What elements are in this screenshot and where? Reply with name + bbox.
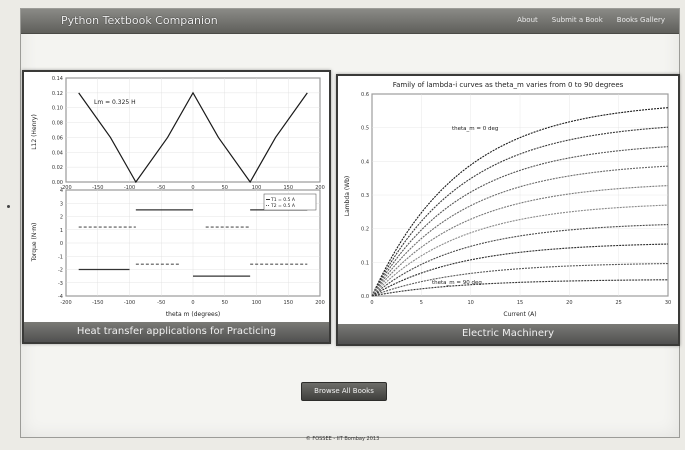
xtick-label: 200 (315, 185, 325, 191)
lambda-i-figure: Family of lambda-i curves as theta_m var… (344, 81, 671, 318)
top-navbar: Python Textbook Companion About Submit a… (21, 9, 679, 34)
xtick-label: 25 (615, 300, 621, 306)
xtick-label: -50 (157, 185, 165, 191)
xtick-label: 15 (517, 300, 523, 306)
ytick-label: 0.06 (52, 135, 63, 141)
xtick-label: -100 (124, 300, 135, 306)
side-marker (7, 205, 10, 208)
xtick-label: -200 (60, 185, 71, 191)
ytick-label: 0.4 (361, 159, 369, 165)
xtick-label: 0 (370, 300, 373, 306)
xtick-label: 200 (315, 300, 325, 306)
annotation-theta-0: theta_m = 0 deg (452, 126, 498, 132)
bottom-plot-xlabel: theta m (degrees) (166, 311, 220, 318)
ytick-label: 0.10 (52, 106, 63, 112)
lambda-i-curve (371, 165, 669, 297)
book-caption-heat-transfer[interactable]: Heat transfer applications for Practicin… (24, 322, 329, 342)
app-title[interactable]: Python Textbook Companion (61, 14, 218, 27)
inductance-curve (78, 91, 308, 184)
book-card-heat-transfer[interactable]: 0.14 0.12 0.10 0.08 0.06 0.04 0.02 0.00 -200 -15… (22, 70, 331, 344)
lambda-i-curve (371, 185, 669, 297)
xtick-label: 100 (252, 300, 262, 306)
bottom-plot-ylabel: Torque (N·m) (31, 223, 38, 263)
lambda-i-curve (371, 279, 669, 297)
ytick-label: 0.04 (52, 150, 63, 156)
xtick-label: -200 (60, 300, 71, 306)
lambda-i-curve (371, 107, 669, 297)
ytick-label: -4 (58, 294, 63, 300)
legend-entry-2: T2 = 0.5 A (270, 203, 296, 209)
right-plot-yticks: 0.6 0.5 0.4 0.3 0.2 0.1 0.0 (361, 92, 369, 300)
legend-entry-1: T1 = 0.5 A (270, 197, 296, 203)
torque-inductance-figure: 0.140.120.100.080.060.040.020.00 -200 -15… (31, 76, 325, 318)
book-caption-electric-machinery[interactable]: Electric Machinery (338, 324, 678, 344)
top-plot-grid (65, 77, 321, 183)
top-plot-ylabel: L12 (Henry) (31, 114, 38, 150)
bottom-plot-grid (65, 189, 321, 297)
lambda-i-curve (371, 146, 669, 297)
ytick-label: 0.08 (52, 121, 63, 127)
lambda-i-curve (371, 262, 669, 297)
bottom-plot-legend (263, 193, 317, 211)
ytick-label: 0.5 (361, 126, 369, 132)
xtick-label: 150 (283, 300, 293, 306)
annotation-theta-90: theta_m = 90 deg (432, 280, 482, 286)
xtick-label: -100 (124, 185, 135, 191)
right-plot-ylabel: Lambda (Wb) (344, 176, 351, 217)
xtick-label: 100 (252, 185, 262, 191)
xtick-label: 0 (191, 185, 194, 191)
right-plot-xlabel: Current (A) (503, 311, 536, 318)
lambda-i-curve (371, 224, 669, 297)
torque-segments (78, 209, 308, 277)
xtick-label: -150 (92, 185, 103, 191)
nav-link-books-gallery[interactable]: Books Gallery (616, 16, 665, 24)
book-card-electric-machinery[interactable]: Family of lambda-i curves as theta_m var… (336, 74, 680, 346)
ytick-label: 0.00 (52, 180, 63, 186)
xtick-label: -150 (92, 300, 103, 306)
ytick-label: 3 (60, 201, 63, 207)
lambda-i-curve (371, 204, 669, 297)
ytick-label: 0.12 (52, 91, 63, 97)
footer-copyright: © FOSSEE - IIT Bombay 2013 (305, 436, 380, 442)
xtick-label: 50 (222, 300, 228, 306)
nav-link-submit-book[interactable]: Submit a Book (551, 16, 603, 24)
ytick-label: 1 (60, 228, 63, 234)
lm-annotation: Lm = 0.325 H (94, 99, 136, 106)
xtick-label: 20 (566, 300, 572, 306)
ytick-label: 4 (60, 188, 63, 194)
ytick-label: 0.0 (361, 294, 369, 300)
ytick-label: 0.2 (361, 227, 369, 233)
right-plot-xticks: 0 5 10 15 20 25 30 (370, 300, 671, 306)
ytick-label: -2 (58, 268, 63, 274)
ytick-label: 0.1 (361, 260, 369, 266)
ytick-label: 0.14 (52, 76, 63, 82)
lambda-i-curves (371, 107, 669, 297)
ytick-label: 0.6 (361, 92, 369, 98)
ytick-label: -1 (58, 254, 63, 260)
ytick-label: 2 (60, 215, 63, 221)
xtick-label: -50 (157, 300, 165, 306)
nav-menu: About Submit a Book Books Gallery (517, 16, 665, 24)
browse-all-books-button[interactable]: Browse All Books (301, 382, 387, 401)
lambda-i-curve (371, 243, 669, 297)
bottom-plot-yticks: 4 3 2 1 0 -1 -2 -3 -4 (58, 188, 63, 300)
top-plot-yticks: 0.14 0.12 0.10 0.08 0.06 0.04 0.02 0.00 (52, 76, 63, 186)
ytick-label: -3 (58, 281, 63, 287)
xtick-label: 5 (420, 300, 423, 306)
ytick-label: 0.02 (52, 165, 63, 171)
top-plot-xticks: -200 -150 -100 -50 0 50 100 150 200 (60, 185, 324, 191)
xtick-label: 150 (283, 185, 293, 191)
bottom-plot-xticks: -200 -150 -100 -50 0 50 100 150 200 (60, 300, 324, 306)
xtick-label: 10 (467, 300, 473, 306)
xtick-label: 0 (191, 300, 194, 306)
chart-title: Family of lambda-i curves as theta_m var… (393, 81, 624, 89)
ytick-label: 0.3 (361, 193, 369, 199)
ytick-label: 0 (60, 241, 63, 247)
lambda-i-curve (371, 126, 669, 297)
nav-link-about[interactable]: About (517, 16, 538, 24)
xtick-label: 50 (222, 185, 228, 191)
xtick-label: 30 (665, 300, 671, 306)
